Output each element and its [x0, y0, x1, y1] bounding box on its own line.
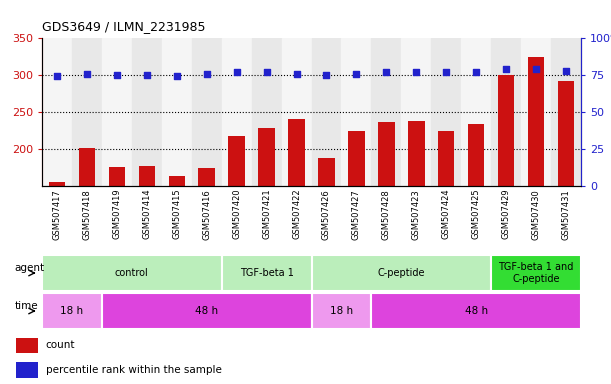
Bar	[288, 119, 305, 186]
Text: C-peptide: C-peptide	[378, 268, 425, 278]
Text: TGF-beta 1: TGF-beta 1	[240, 268, 293, 278]
Bar	[371, 293, 581, 329]
Bar	[491, 255, 581, 291]
Bar	[79, 147, 95, 186]
Bar	[222, 38, 252, 186]
Bar	[371, 38, 401, 186]
Bar	[199, 167, 215, 186]
Bar	[72, 38, 102, 186]
Bar	[378, 122, 395, 186]
Bar	[342, 38, 371, 186]
Bar	[139, 166, 155, 186]
Point	[321, 72, 331, 78]
Point	[142, 72, 152, 78]
Bar	[16, 362, 38, 377]
Bar	[258, 128, 275, 186]
Bar	[528, 56, 544, 186]
Point	[531, 66, 541, 72]
Text: count: count	[46, 340, 75, 350]
Text: 48 h: 48 h	[195, 306, 218, 316]
Bar	[318, 158, 335, 186]
Text: agent: agent	[15, 263, 45, 273]
Text: time: time	[15, 301, 38, 311]
Bar	[348, 131, 365, 186]
Text: GDS3649 / ILMN_2231985: GDS3649 / ILMN_2231985	[42, 20, 205, 33]
Bar	[132, 38, 162, 186]
Bar	[42, 38, 72, 186]
Bar	[162, 38, 192, 186]
Bar	[438, 131, 455, 186]
Bar	[491, 38, 521, 186]
Bar	[252, 38, 282, 186]
Point	[291, 70, 301, 76]
Text: 48 h: 48 h	[464, 306, 488, 316]
Bar	[558, 81, 574, 186]
Bar	[551, 38, 581, 186]
Bar	[16, 338, 38, 353]
Bar	[498, 75, 514, 186]
Point	[202, 70, 211, 76]
Bar	[109, 167, 125, 186]
Bar	[401, 38, 431, 186]
Bar	[42, 255, 222, 291]
Bar	[312, 255, 491, 291]
Bar	[192, 38, 222, 186]
Point	[232, 69, 241, 75]
Point	[262, 69, 271, 75]
Bar	[169, 176, 185, 186]
Bar	[49, 182, 65, 186]
Bar	[229, 136, 245, 186]
Bar	[282, 38, 312, 186]
Point	[82, 70, 92, 76]
Bar	[521, 38, 551, 186]
Point	[561, 68, 571, 74]
Bar	[102, 38, 132, 186]
Text: 18 h: 18 h	[330, 306, 353, 316]
Point	[172, 73, 181, 79]
Text: 18 h: 18 h	[60, 306, 84, 316]
Bar	[431, 38, 461, 186]
Point	[112, 72, 122, 78]
Bar	[408, 121, 425, 186]
Point	[52, 73, 62, 79]
Bar	[461, 38, 491, 186]
Bar	[42, 293, 102, 329]
Bar	[102, 293, 312, 329]
Text: control: control	[115, 268, 148, 278]
Bar	[222, 255, 312, 291]
Text: percentile rank within the sample: percentile rank within the sample	[46, 365, 222, 375]
Bar	[312, 38, 342, 186]
Point	[501, 66, 511, 72]
Point	[381, 69, 391, 75]
Bar	[468, 124, 485, 186]
Text: TGF-beta 1 and
C-peptide: TGF-beta 1 and C-peptide	[499, 262, 574, 284]
Point	[441, 69, 451, 75]
Point	[471, 69, 481, 75]
Point	[411, 69, 421, 75]
Bar	[312, 293, 371, 329]
Point	[351, 70, 361, 76]
